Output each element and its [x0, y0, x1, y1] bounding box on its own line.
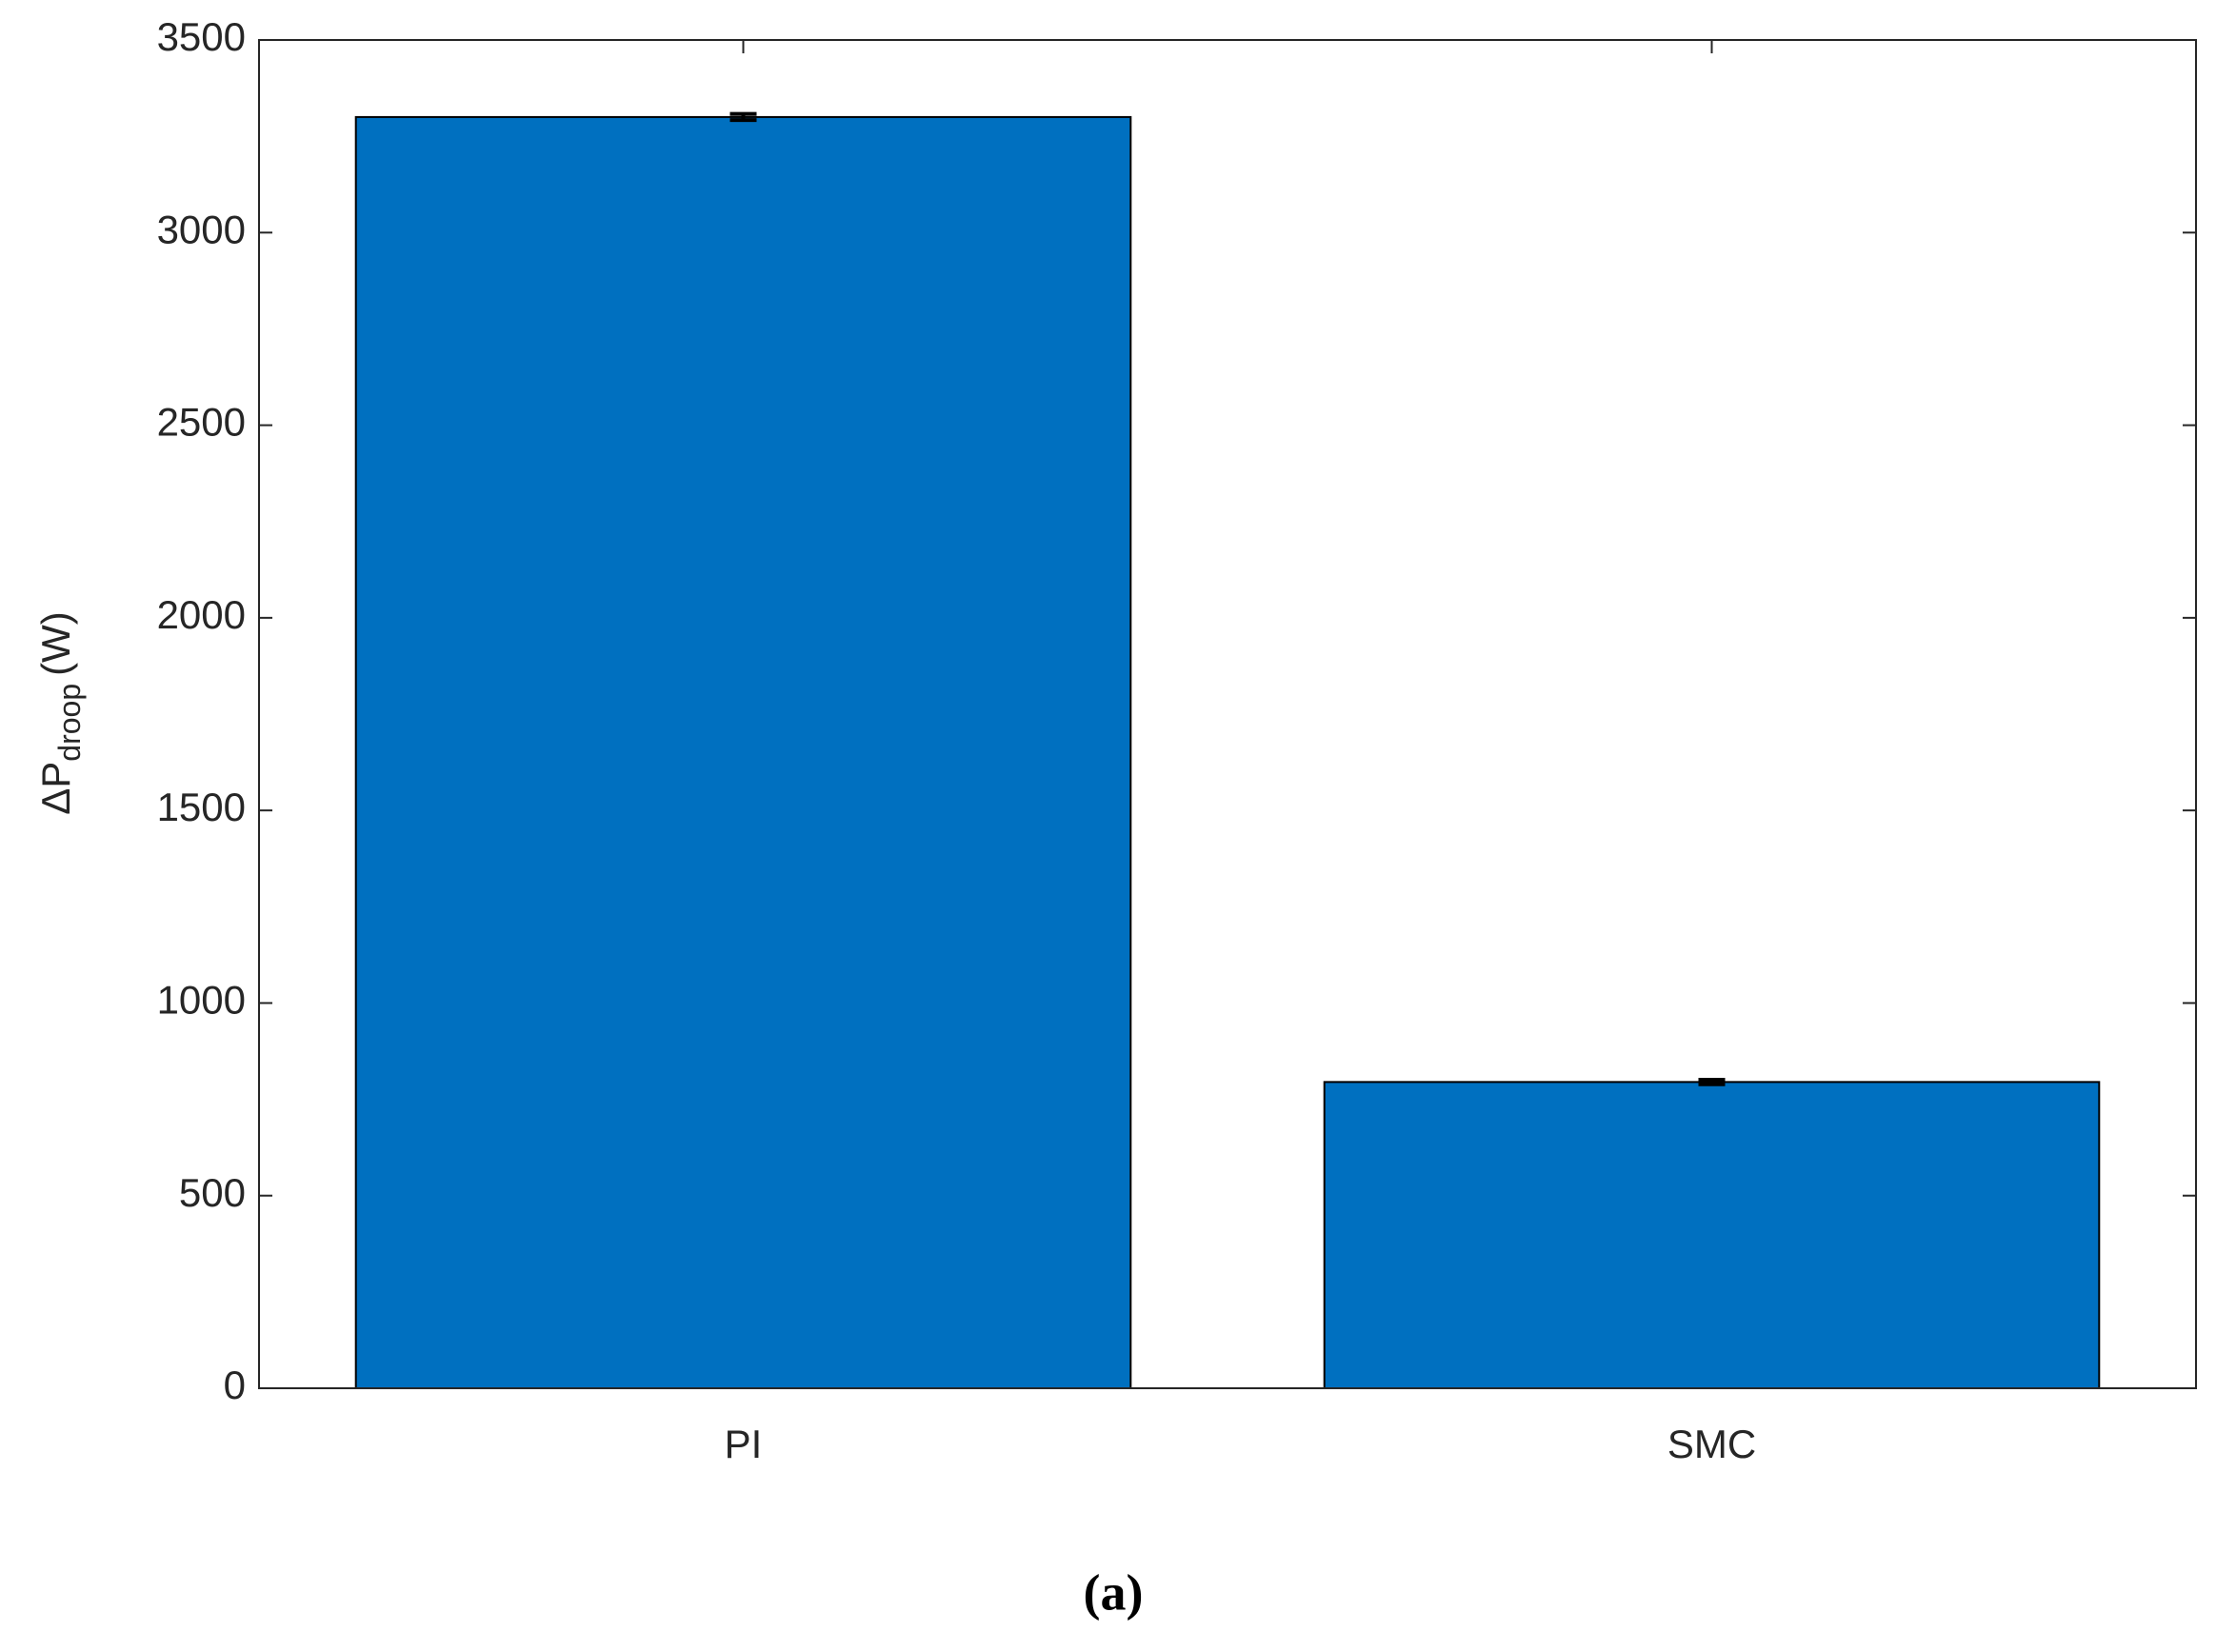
bar	[354, 115, 1132, 1389]
y-tick-label: 500	[179, 1170, 246, 1215]
y-tick-label: 2000	[157, 592, 246, 637]
y-label-unit: (W)	[33, 611, 78, 676]
y-tick-label: 0	[224, 1363, 246, 1407]
y-axis-label: ΔPdroop (W)	[33, 611, 87, 815]
x-tick-label: SMC	[1667, 1422, 1756, 1466]
error-bar	[1698, 1077, 1726, 1086]
y-tick-label: 2500	[157, 400, 246, 445]
y-tick-label: 1000	[157, 978, 246, 1023]
bar	[1323, 1081, 2101, 1389]
plot-frame	[258, 39, 2197, 1389]
y-tick-label: 3000	[157, 207, 246, 251]
caption: (a)	[1084, 1563, 1144, 1621]
y-tick-label: 3500	[157, 14, 246, 59]
error-bar	[729, 111, 757, 123]
y-tick-label: 1500	[157, 785, 246, 829]
y-label-subscript: droop	[52, 684, 87, 762]
y-label-main: ΔP	[33, 762, 78, 815]
x-tick-label: PI	[725, 1422, 763, 1466]
